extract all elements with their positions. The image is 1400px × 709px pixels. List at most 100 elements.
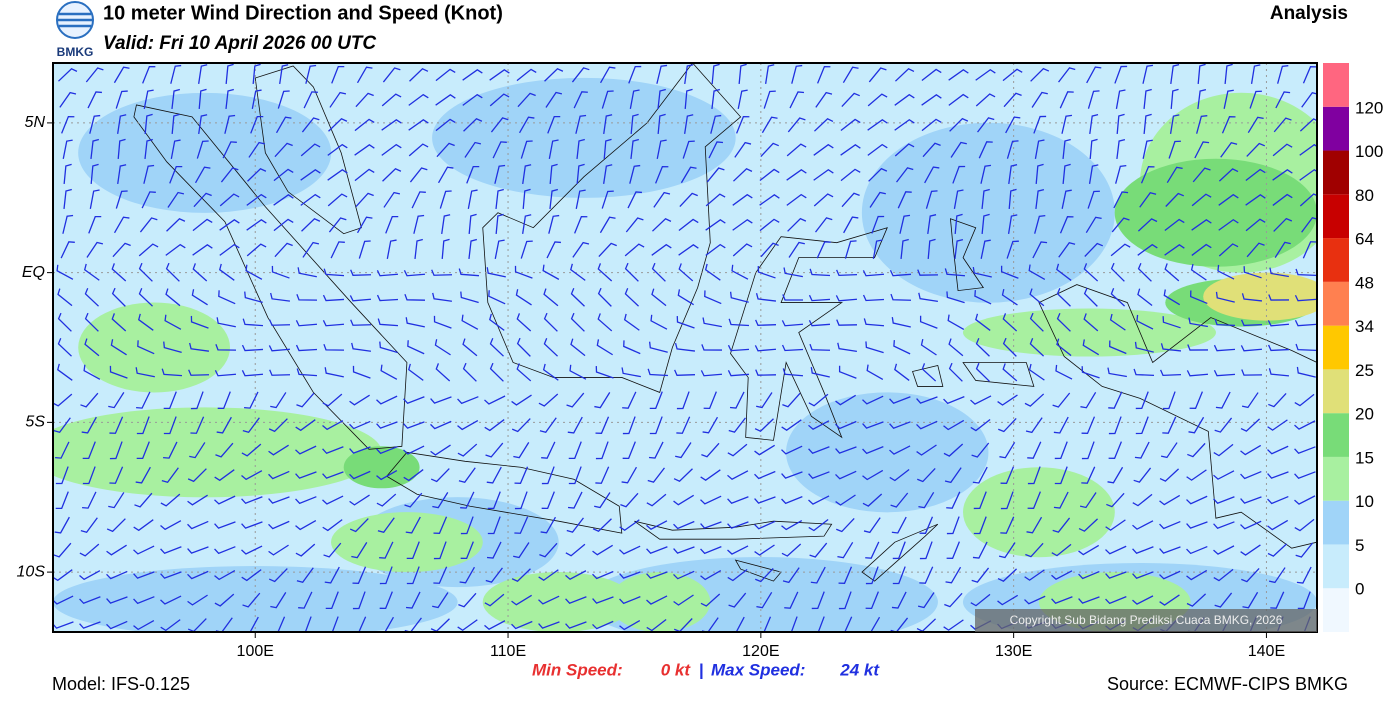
wind-barb [83, 263, 100, 281]
wind-barb [242, 318, 264, 327]
wind-barb [489, 68, 510, 81]
wind-barb [1159, 494, 1181, 506]
wind-barb [782, 368, 804, 377]
wind-barb [573, 91, 588, 109]
wind-barb [1295, 343, 1317, 351]
wind-barb [1221, 116, 1236, 134]
wind-barb [411, 191, 426, 209]
wind-barb [549, 188, 559, 210]
wind-barb [1186, 469, 1207, 481]
wind-barb [867, 119, 888, 131]
wind-barb [1272, 169, 1293, 181]
coastline [634, 520, 833, 540]
wind-barb [458, 592, 477, 608]
wind-barb [814, 118, 834, 132]
wind-barb [295, 445, 317, 455]
wind-barb [954, 238, 964, 260]
wind-barb [892, 541, 906, 560]
wind-barb [894, 118, 915, 131]
wind-barb [790, 616, 798, 632]
wind-barb [300, 169, 321, 181]
wind-barb [917, 468, 936, 483]
wind-barb [385, 215, 399, 234]
speed-area [343, 446, 420, 489]
wind-barb [921, 363, 937, 382]
wind-barb [170, 64, 182, 84]
wind-barb [273, 194, 294, 206]
speed-area [786, 392, 989, 513]
wind-barb [946, 516, 960, 535]
wind-barb [1034, 139, 1045, 159]
wind-barb [252, 63, 261, 85]
wind-barb [731, 264, 749, 280]
wind-barb [54, 516, 70, 534]
wind-barb [759, 168, 780, 182]
wind-barb [115, 190, 128, 209]
wind-barb [433, 315, 452, 329]
wind-barb [1215, 291, 1235, 303]
wind-barb [919, 315, 938, 329]
wind-barb [1249, 90, 1262, 109]
wind-barb [85, 67, 104, 83]
wind-barb [1081, 441, 1095, 460]
wind-barb [781, 419, 802, 431]
wind-barb [975, 68, 996, 81]
wind-barb [893, 340, 911, 355]
wind-barb [842, 66, 859, 84]
wind-barb [629, 89, 640, 109]
wind-barb [214, 370, 237, 377]
wind-barb [241, 569, 262, 582]
wind-barb [137, 313, 154, 331]
wind-barb [1035, 188, 1045, 210]
wind-barb [919, 516, 934, 534]
wind-barb [948, 362, 963, 382]
wind-barb [457, 420, 479, 431]
wind-barb [759, 218, 780, 232]
wind-barb [295, 471, 317, 479]
wind-barb [110, 339, 127, 356]
wind-barb [296, 368, 318, 377]
wind-barb [1132, 595, 1154, 605]
wind-barb [241, 443, 262, 457]
wind-barb [468, 238, 478, 260]
wind-barb [727, 370, 750, 377]
wind-barb [190, 391, 204, 410]
wind-barb [1245, 194, 1266, 206]
wind-barb [619, 571, 641, 579]
wind-barb [1213, 369, 1236, 377]
wind-barb [432, 492, 449, 509]
wind-barb [246, 193, 267, 206]
wind-barb [674, 342, 696, 352]
colorbar-label: 10 [1355, 492, 1374, 511]
lat-label: 10S [17, 563, 46, 580]
wind-barb [142, 65, 156, 84]
wind-barb [1240, 544, 1261, 556]
wind-barb [433, 516, 448, 534]
wind-barb [889, 468, 910, 482]
wind-barb [216, 416, 232, 434]
wind-barb [441, 214, 451, 235]
wind-barb [889, 421, 911, 429]
wind-barb [194, 166, 211, 184]
wind-barb [809, 268, 831, 277]
wind-barb [169, 165, 183, 184]
wind-barb [998, 418, 1017, 433]
wind-barb [567, 416, 583, 434]
wind-barb [1134, 441, 1150, 459]
wind-barb [838, 365, 857, 379]
wind-barb [953, 189, 964, 209]
wind-barb [136, 391, 151, 409]
wind-barb [1297, 591, 1311, 610]
wind-barb [973, 516, 987, 535]
wind-barb [623, 313, 640, 331]
wind-barb [214, 593, 235, 607]
wind-barb [864, 616, 881, 632]
wind-barb [891, 516, 907, 534]
wind-barb [921, 118, 942, 132]
wind-barb [268, 520, 290, 530]
wind-barb [538, 569, 559, 582]
wind-barb [111, 287, 126, 307]
wind-barb [1078, 518, 1099, 532]
wind-barb [727, 568, 748, 582]
wind-barb [841, 192, 860, 208]
